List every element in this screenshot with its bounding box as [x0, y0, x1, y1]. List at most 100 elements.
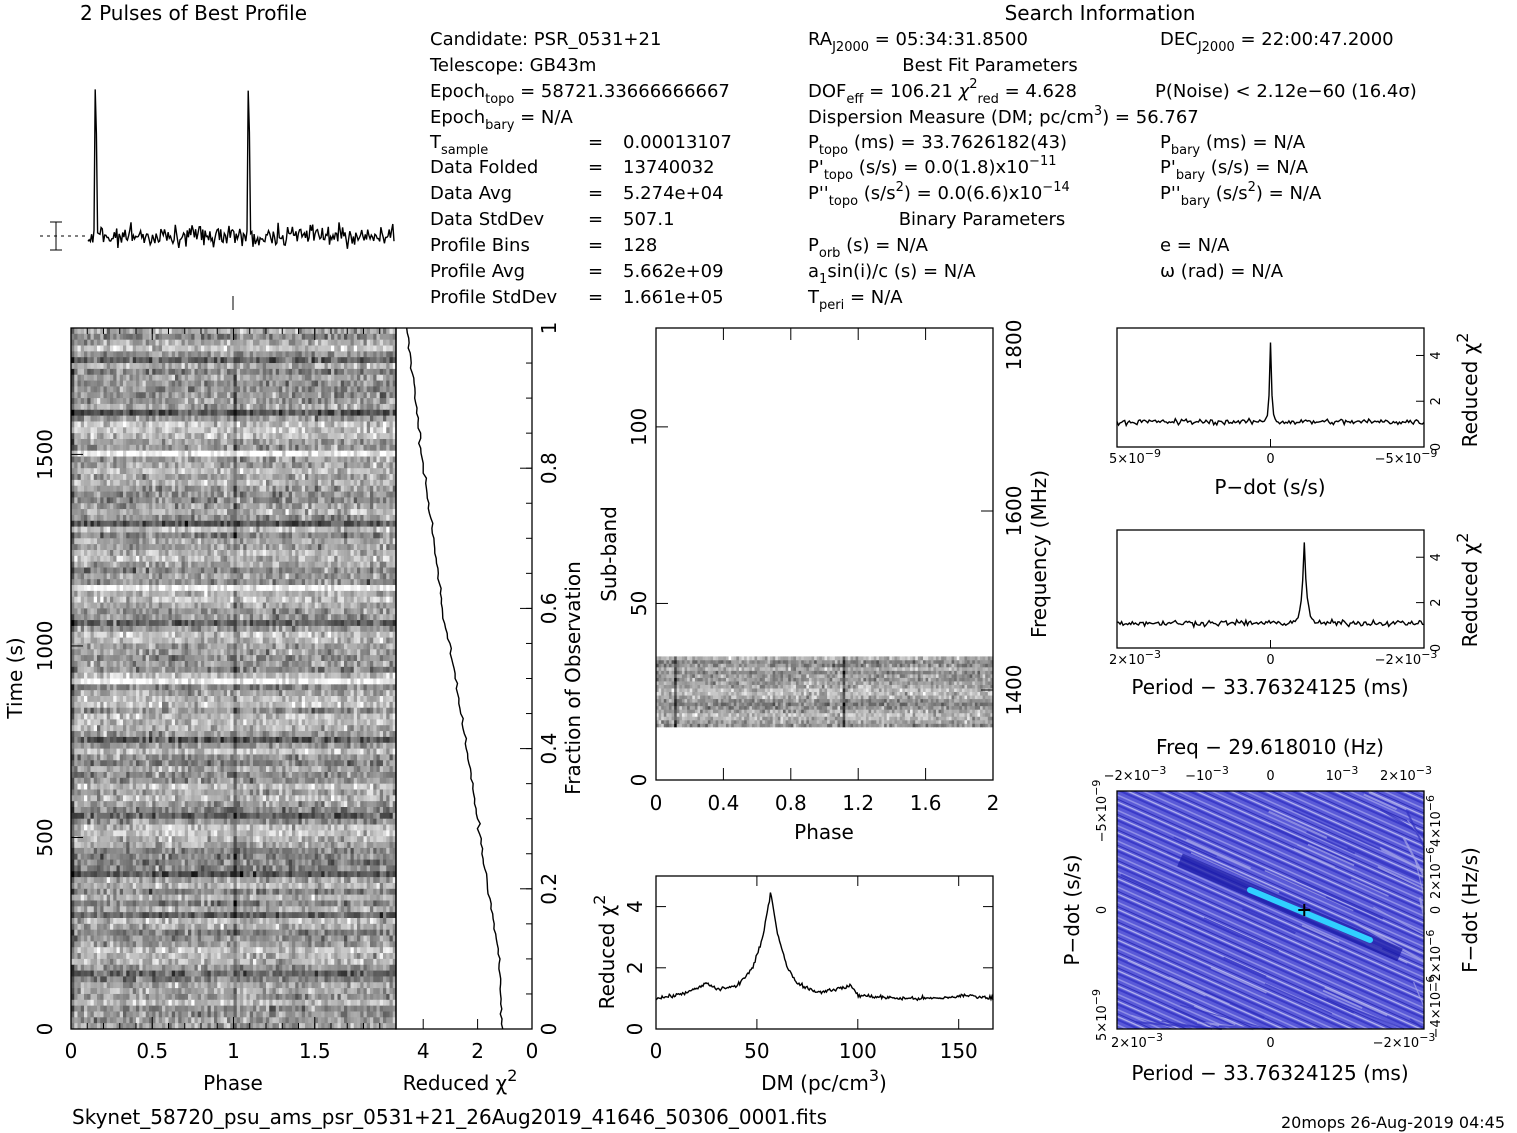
- time-phase-cell: [77, 357, 82, 364]
- time-phase-cell: [197, 549, 202, 557]
- time-phase-cell: [392, 433, 397, 440]
- time-phase-cell: [227, 555, 231, 563]
- time-phase-cell: [87, 392, 91, 399]
- time-phase-cell: [204, 614, 208, 621]
- time-phase-cell: [194, 357, 199, 364]
- time-phase-cell: [155, 474, 160, 481]
- time-phase-cell: [246, 433, 251, 440]
- time-phase-cell: [201, 567, 205, 574]
- time-phase-cell: [337, 503, 342, 510]
- time-phase-cell: [240, 444, 244, 452]
- time-phase-cell: [275, 392, 280, 399]
- time-phase-cell: [207, 509, 212, 516]
- time-phase-cell: [87, 509, 91, 516]
- time-phase-cell: [337, 368, 342, 376]
- time-phase-cell: [126, 351, 130, 358]
- time-phase-cell: [165, 491, 169, 498]
- time-phase-cell: [204, 549, 208, 557]
- time-phase-cell: [295, 398, 299, 405]
- time-phase-cell: [191, 520, 195, 528]
- time-phase-cell: [178, 497, 182, 504]
- time-phase-cell: [136, 450, 140, 457]
- info-row-value: 5.274e+04: [623, 183, 724, 204]
- time-phase-cell: [210, 450, 215, 457]
- time-phase-cell: [77, 608, 82, 615]
- time-phase-cell: [119, 573, 124, 580]
- time-phase-cell: [136, 438, 140, 446]
- time-phase-cell: [249, 561, 254, 568]
- time-phase-cell: [113, 602, 117, 609]
- time-phase-cell: [223, 555, 228, 563]
- time-phase-cell: [311, 555, 316, 563]
- time-phase-cell: [110, 608, 114, 615]
- time-phase-cell: [233, 386, 238, 393]
- time-phase-cell: [243, 421, 247, 428]
- time-phase-cell: [191, 433, 195, 440]
- time-phase-cell: [360, 415, 364, 422]
- time-phase-cell: [366, 590, 371, 598]
- time-phase-cell: [90, 526, 95, 533]
- time-phase-cell: [340, 374, 345, 381]
- time-phase-cell: [236, 409, 241, 417]
- time-phase-cell: [139, 409, 143, 417]
- time-phase-cell: [285, 363, 290, 370]
- time-phase-cell: [139, 328, 143, 335]
- time-phase-cell: [256, 398, 260, 405]
- time-phase-cell: [188, 544, 192, 551]
- time-phase-cell: [220, 520, 225, 528]
- time-phase-cell: [266, 532, 270, 539]
- time-phase-cell: [353, 497, 358, 504]
- time-phase-cell: [357, 596, 361, 603]
- time-phase-cell: [113, 444, 117, 452]
- time-phase-cell: [350, 514, 355, 522]
- time-phase-cell: [305, 532, 309, 539]
- time-phase-cell: [357, 602, 361, 609]
- time-phase-cell: [295, 491, 299, 498]
- time-phase-cell: [301, 415, 306, 422]
- time-phase-cell: [337, 438, 342, 446]
- time-phase-cell: [256, 567, 260, 574]
- time-phase-cell: [80, 567, 85, 574]
- time-phase-cell: [318, 345, 322, 352]
- time-phase-cell: [113, 345, 117, 352]
- time-phase-cell: [110, 532, 114, 539]
- time-phase-cell: [136, 479, 140, 487]
- time-phase-cell: [217, 590, 221, 598]
- time-phase-cell: [152, 386, 156, 393]
- time-phase-cell: [145, 403, 150, 411]
- time-phase-cell: [181, 333, 186, 341]
- time-phase-cell: [207, 328, 212, 335]
- time-phase-cell: [194, 351, 199, 358]
- time-phase-cell: [357, 392, 361, 399]
- time-phase-cell: [308, 357, 312, 364]
- time-phase-cell: [363, 485, 368, 492]
- time-phase-cell: [152, 415, 156, 422]
- time-phase-cell: [363, 579, 368, 586]
- time-phase-cell: [353, 427, 358, 434]
- time-phase-cell: [301, 339, 306, 346]
- time-phase-cell: [93, 544, 98, 551]
- time-phase-cell: [142, 549, 147, 557]
- time-phase-cell: [340, 579, 345, 586]
- time-phase-cell: [366, 403, 371, 411]
- time-phase-cell: [295, 596, 299, 603]
- time-phase-cell: [90, 532, 95, 539]
- time-phase-cell: [259, 602, 264, 609]
- time-phase-cell: [344, 368, 348, 376]
- time-phase-cell: [370, 462, 374, 469]
- time-phase-cell: [347, 444, 351, 452]
- time-phase-cell: [301, 403, 306, 411]
- time-phase-cell: [233, 363, 238, 370]
- time-phase-cell: [149, 491, 153, 498]
- time-phase-cell: [162, 415, 166, 422]
- time-phase-cell: [223, 491, 228, 498]
- time-phase-cell: [129, 585, 134, 592]
- time-phase-cell: [181, 602, 186, 609]
- time-phase-cell: [331, 403, 335, 411]
- time-phase-cell: [298, 526, 303, 533]
- time-phase-cell: [357, 374, 361, 381]
- info-row-value: 13740032: [623, 157, 715, 178]
- time-phase-cell: [220, 491, 225, 498]
- time-phase-cell: [360, 328, 364, 335]
- time-phase-cell: [90, 456, 95, 463]
